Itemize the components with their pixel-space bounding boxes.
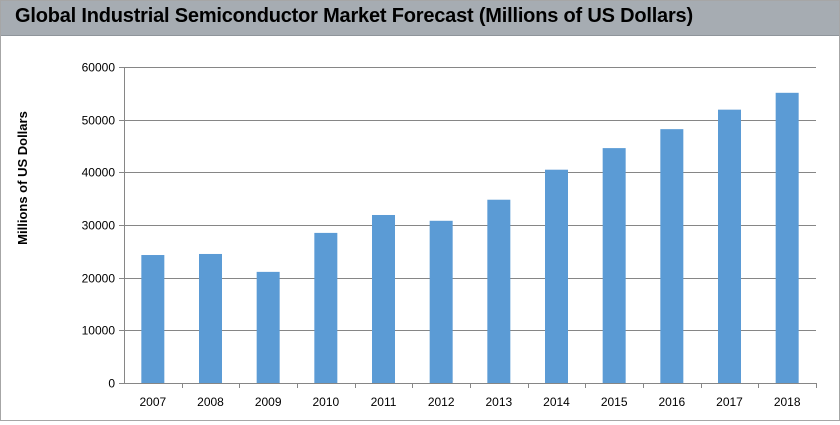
y-tick-label: 10000 [82,324,116,338]
x-tick-labels: 2007 2008 2009 2010 2011 2012 2013 2014 2015 2016… [139,395,800,409]
bar-2012 [429,220,453,383]
bars [141,92,799,383]
title-bar: Global Industrial Semiconductor Market F… [1,1,839,36]
x-tick-label: 2011 [371,395,397,409]
bar-2017 [718,109,741,383]
x-tick-label: 2016 [658,395,685,409]
bar-2014 [545,169,568,383]
x-tick-label: 2008 [197,395,224,409]
gridlines [124,67,816,331]
bar-2007 [141,255,165,383]
axes [119,67,817,388]
bar-2015 [602,148,626,383]
x-tick-label: 2014 [543,395,570,409]
bar-chart: Millions of US Dollars 0 10000 20000 30000 4… [15,61,817,409]
bar-2009 [256,271,280,383]
y-tick-label: 20000 [82,272,116,286]
bar-2016 [660,129,684,383]
x-tick-label: 2010 [312,395,339,409]
x-tick-label: 2009 [255,395,282,409]
bar-2010 [314,232,338,383]
bar-2008 [199,253,222,383]
x-tick-label: 2018 [774,395,801,409]
x-tick-label: 2017 [716,395,743,409]
x-tick-label: 2007 [139,395,166,409]
y-tick-label: 60000 [82,61,116,75]
y-tick-label: 30000 [82,219,116,233]
y-tick-label: 50000 [82,114,116,128]
chart-title: Global Industrial Semiconductor Market F… [15,5,693,27]
y-tick-labels: 0 10000 20000 30000 40000 50000 60000 [82,61,116,391]
plot-area: Millions of US Dollars 0 10000 20000 30000 4… [1,36,839,420]
x-tick-label: 2013 [485,395,512,409]
x-tick-label: 2015 [601,395,628,409]
bar-2011 [372,214,395,383]
y-axis-label: Millions of US Dollars [15,111,30,245]
bar-2018 [775,92,799,383]
y-tick-label: 0 [108,377,115,391]
bar-2013 [487,199,511,383]
y-tick-label: 40000 [82,166,116,180]
x-tick-label: 2012 [428,395,455,409]
